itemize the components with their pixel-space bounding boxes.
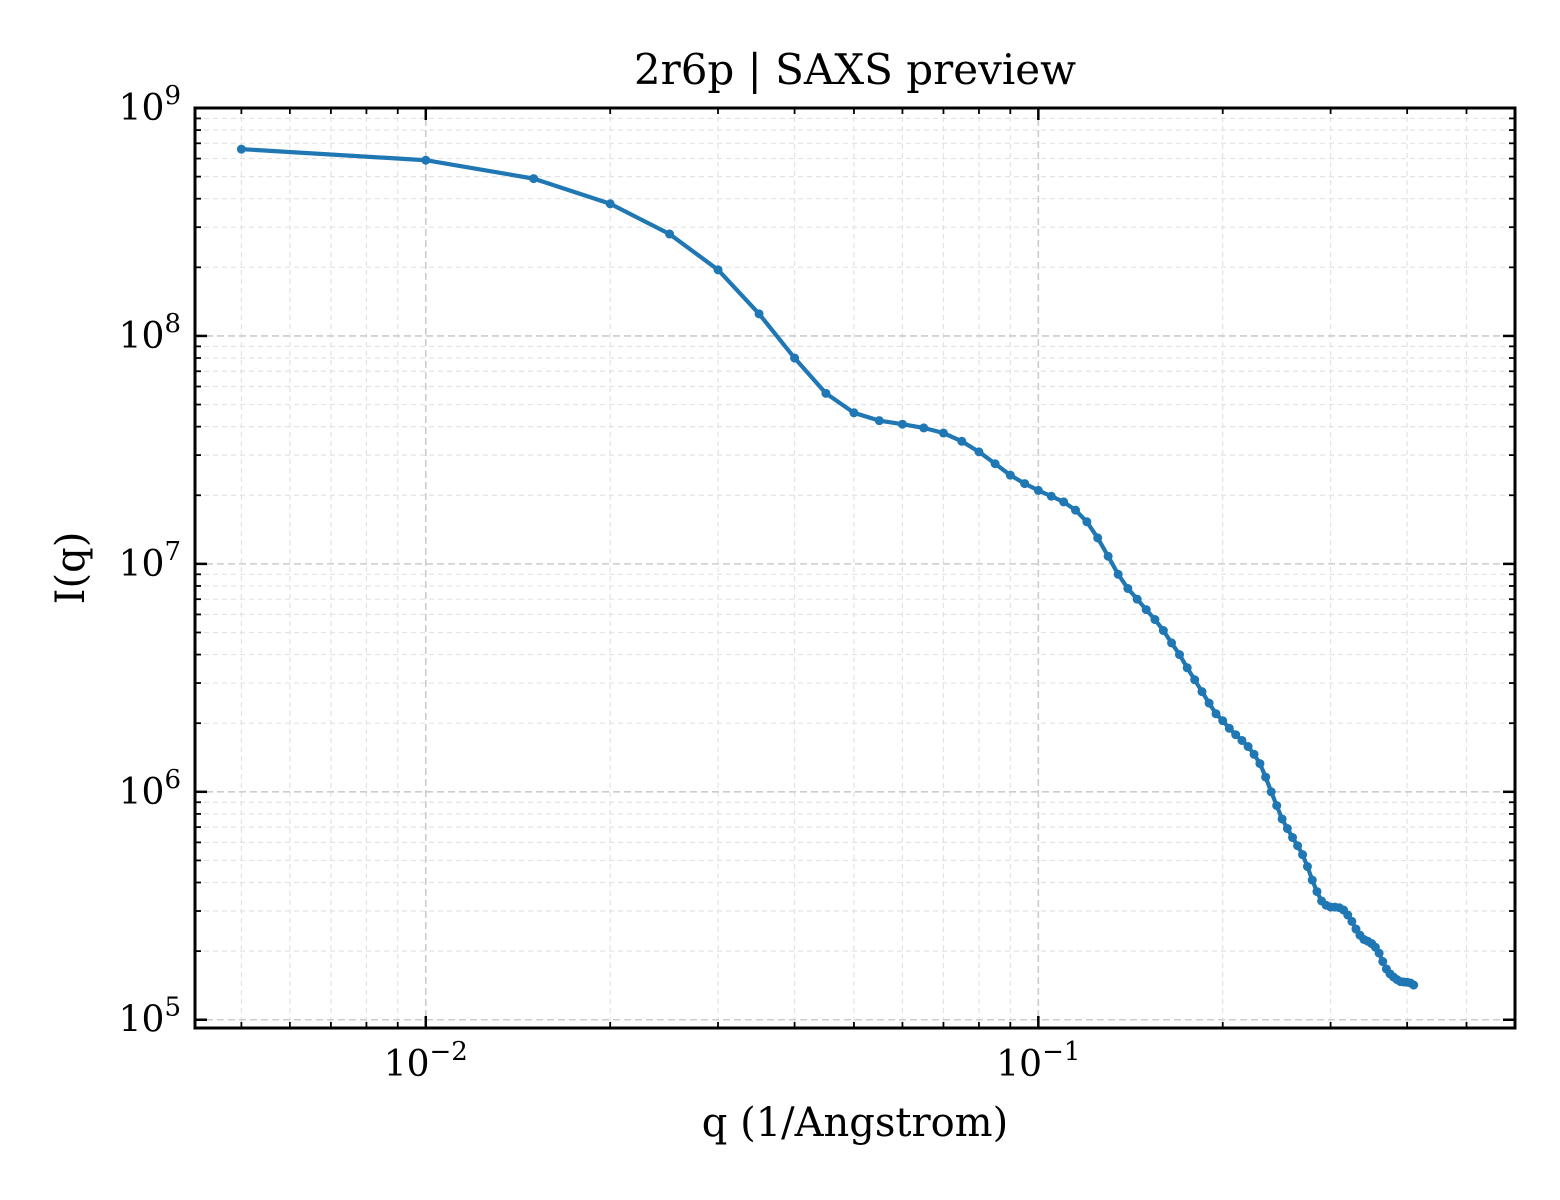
data-point [1005,470,1015,480]
data-point [874,416,884,426]
data-point [1082,517,1092,527]
chart-title: 2r6p | SAXS preview [634,45,1076,94]
data-point [1123,583,1133,593]
y-tick-label: 106 [119,765,181,813]
data-point [1167,638,1177,648]
data-point [1343,910,1353,920]
data-point [849,408,859,418]
data-point [1293,841,1303,851]
data-point [1132,594,1142,604]
data-point [1266,787,1276,797]
data-point [1224,723,1234,733]
axis-ticks [195,106,1515,1028]
data-point [1020,479,1030,489]
data-point [1071,505,1081,515]
data-point [897,419,907,429]
data-point [1261,772,1271,782]
data-point [236,144,246,154]
data-point [974,447,984,457]
data-point [1197,687,1207,697]
data-point [605,199,615,209]
data-point [1272,801,1282,811]
y-tick-label: 108 [119,309,181,357]
data-point [1093,533,1103,543]
data-point [1249,749,1259,759]
data-point [529,174,539,184]
data-point [990,459,1000,469]
y-axis-label: I(q) [48,532,94,605]
data-point [957,436,967,446]
series-layer [236,144,1419,990]
data-point [754,309,764,319]
data-point [1302,862,1312,872]
data-point [713,265,723,275]
data-point [1277,814,1287,824]
x-axis-label: q (1/Angstrom) [702,1100,1008,1146]
data-point [1033,485,1043,495]
data-point [919,423,929,433]
data-point [1255,759,1265,769]
data-point [1059,497,1069,507]
x-tick-label: 10−2 [384,1037,468,1085]
minor-grid [195,108,1515,1028]
data-point [790,353,800,363]
data-point [1378,957,1388,967]
data-point [1182,663,1192,673]
data-point [1218,716,1228,726]
data-point [1046,491,1056,501]
data-point [1158,626,1168,636]
data-point [1307,875,1317,885]
data-point [1204,698,1214,708]
y-tick-label: 109 [119,81,181,129]
data-point [1103,551,1113,561]
data-point [1141,605,1151,615]
data-point [1190,675,1200,685]
data-point [1347,916,1357,926]
y-tick-label: 107 [119,537,181,585]
x-tick-label: 10−1 [996,1037,1080,1085]
data-point [1374,948,1384,958]
data-point [1312,887,1322,897]
data-point [821,388,831,398]
data-point [1409,980,1419,990]
data-point [938,428,948,438]
y-tick-label: 105 [119,993,181,1041]
data-point [665,229,675,239]
data-point [1237,735,1247,745]
data-point [1211,709,1221,719]
data-point [1150,615,1160,625]
data-point [1175,650,1185,660]
data-point [1231,730,1241,740]
data-point [1113,569,1123,579]
x-tick-labels: 10−2 10−1 [384,1037,1081,1085]
data-point [1243,742,1253,752]
data-point [1288,833,1298,843]
data-point [421,155,431,165]
data-point [1282,824,1292,834]
plot-frame [193,106,1517,1030]
y-tick-labels: 105 106 107 108 109 [119,81,181,1041]
data-point [1298,850,1308,860]
